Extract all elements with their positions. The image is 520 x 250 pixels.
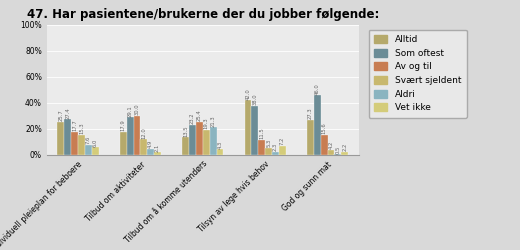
Bar (140, 140, 147, 155)
Bar (314, 95, 321, 155)
Bar (334, 154, 341, 155)
Bar (85, 145, 92, 155)
Text: 17.9: 17.9 (121, 119, 126, 131)
Bar (328, 150, 334, 155)
Bar (203, 130, 210, 155)
Text: 0.5: 0.5 (335, 145, 341, 154)
Bar (279, 146, 286, 155)
Text: 13.5: 13.5 (183, 125, 188, 137)
Bar (216, 150, 224, 155)
Text: 21.3: 21.3 (211, 115, 216, 127)
Text: 17.7: 17.7 (72, 120, 77, 131)
Text: 30.0: 30.0 (135, 104, 139, 115)
Bar (64, 120, 71, 155)
Text: 42.0: 42.0 (245, 88, 251, 100)
Text: 25.4: 25.4 (197, 110, 202, 121)
Text: 2.1: 2.1 (155, 143, 160, 152)
Bar (57, 122, 64, 155)
Text: 46.0: 46.0 (315, 83, 320, 94)
Text: 7.2: 7.2 (280, 136, 285, 145)
Text: 5.3: 5.3 (266, 139, 271, 147)
Bar (189, 125, 196, 155)
Text: 2.2: 2.2 (342, 143, 347, 152)
Bar (120, 132, 127, 155)
Text: 4.9: 4.9 (148, 140, 153, 148)
Text: 7.6: 7.6 (86, 136, 91, 144)
Text: 27.3: 27.3 (308, 107, 313, 119)
Bar (78, 135, 85, 155)
Text: 11.5: 11.5 (259, 128, 264, 140)
Bar (321, 135, 328, 155)
Bar (265, 148, 272, 155)
Text: 4.3: 4.3 (217, 140, 223, 149)
Bar (307, 120, 314, 155)
Text: 6.0: 6.0 (93, 138, 98, 146)
Bar (252, 106, 258, 155)
Bar (92, 147, 99, 155)
Bar (182, 138, 189, 155)
Text: 12.0: 12.0 (141, 127, 146, 139)
Text: 29.1: 29.1 (127, 105, 133, 117)
Bar (258, 140, 265, 155)
Bar (210, 127, 216, 155)
Bar (154, 152, 161, 155)
Text: 23.2: 23.2 (190, 112, 195, 124)
Bar (244, 100, 252, 155)
Legend: Alltid, Som oftest, Av og til, Svært sjeldent, Aldri, Vet ikke: Alltid, Som oftest, Av og til, Svært sje… (369, 30, 466, 118)
Bar (147, 149, 154, 155)
Text: 19.3: 19.3 (204, 118, 209, 129)
Bar (127, 117, 134, 155)
Text: 25.7: 25.7 (58, 109, 63, 121)
Bar (71, 132, 78, 155)
Bar (272, 152, 279, 155)
Text: 38.0: 38.0 (252, 93, 257, 105)
Bar (196, 122, 203, 155)
Text: 15.3: 15.3 (79, 123, 84, 134)
Text: 4.2: 4.2 (329, 140, 333, 149)
Title: 47. Har pasientene/brukerne der du jobber følgende:: 47. Har pasientene/brukerne der du jobbe… (27, 8, 379, 21)
Bar (134, 116, 140, 155)
Bar (341, 152, 348, 155)
Text: 27.4: 27.4 (65, 107, 70, 119)
Text: 2.3: 2.3 (273, 143, 278, 151)
Text: 15.6: 15.6 (322, 122, 327, 134)
